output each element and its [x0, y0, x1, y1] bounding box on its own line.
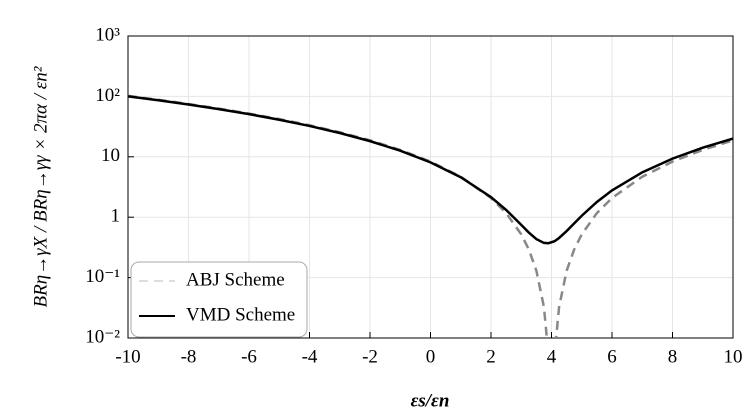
y-tick-label: 10²: [95, 85, 120, 106]
x-tick-label: -8: [181, 346, 197, 367]
plot-frame: [127, 35, 734, 339]
series-line: [128, 94, 733, 338]
y-tick-label: 10: [101, 145, 120, 166]
x-tick-label: -4: [302, 346, 318, 367]
x-tick-label: 0: [426, 346, 436, 367]
series-line: [128, 95, 733, 245]
plot-area: [128, 94, 733, 338]
y-tick-label: 10⁻²: [85, 326, 120, 347]
legend-label: VMD Scheme: [186, 304, 295, 325]
legend-label: ABJ Scheme: [186, 269, 285, 290]
x-tick-label: 6: [607, 346, 617, 367]
y-tick-label: 10³: [95, 24, 120, 45]
x-tick-label: 10: [724, 346, 743, 367]
x-tick-label: -2: [362, 346, 378, 367]
y-tick-label: 10⁻¹: [85, 266, 120, 287]
x-tick-label: 2: [486, 346, 496, 367]
x-tick-label: -10: [115, 346, 140, 367]
x-tick-label: 4: [547, 346, 557, 367]
x-tick-label: -6: [241, 346, 257, 367]
x-axis-label: εs/εn: [411, 390, 450, 411]
y-axis-label: BRη→γX / BRη→γγ × 2πα / εn²: [30, 66, 51, 307]
x-tick-label: 8: [668, 346, 678, 367]
y-tick-label: 1: [111, 206, 121, 227]
